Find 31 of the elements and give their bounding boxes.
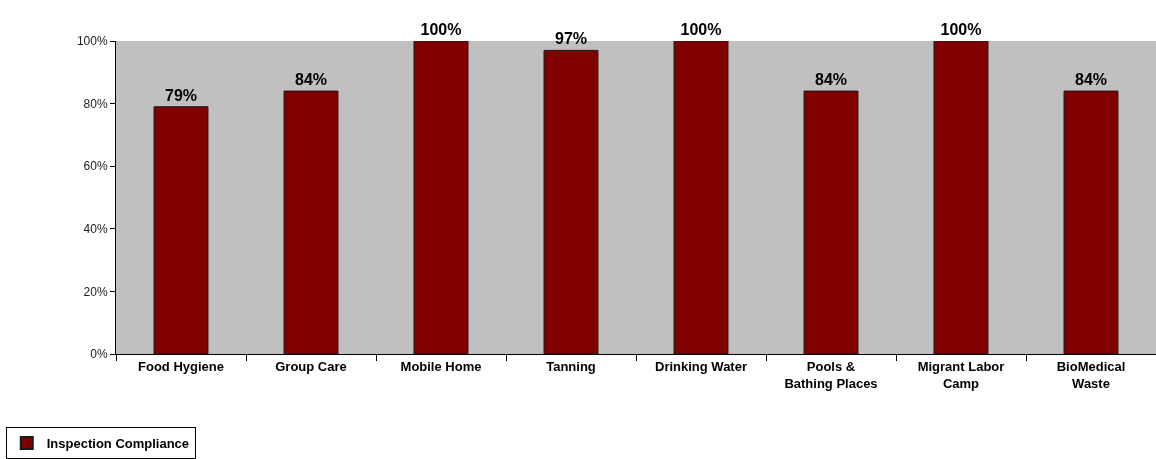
data-label: 79% <box>164 86 198 104</box>
bar <box>803 90 859 354</box>
x-tick-label: Food Hygiene <box>138 358 224 374</box>
x-tick-label: Migrant Labor Camp <box>917 358 1005 391</box>
bar <box>413 41 469 354</box>
legend-label: Inspection Compliance <box>46 436 190 452</box>
data-label: 97% <box>554 30 588 48</box>
x-tick-label: Tanning <box>546 358 596 374</box>
y-tick-label: 60% <box>83 159 108 174</box>
bar <box>153 106 209 354</box>
data-label: 100% <box>680 21 722 38</box>
x-tick-label: Group Care <box>275 358 347 374</box>
x-tick-label: BioMedical Waste <box>1056 358 1126 391</box>
x-tick-label: Pools & Bathing Places <box>784 358 878 391</box>
bar <box>283 90 339 354</box>
x-tick-label: Drinking Water <box>655 358 747 374</box>
bar <box>543 49 599 354</box>
y-tick-label: 80% <box>83 96 108 111</box>
data-label: 100% <box>940 21 982 38</box>
data-label: 84% <box>1074 71 1108 89</box>
y-tick-label: 100% <box>76 34 108 49</box>
data-label: 84% <box>814 71 848 89</box>
bar <box>933 41 989 354</box>
x-tick-label: Mobile Home <box>400 358 482 374</box>
data-label: 100% <box>420 21 462 38</box>
data-label: 84% <box>294 71 328 89</box>
y-tick-label: 40% <box>83 222 108 236</box>
y-tick-label: 20% <box>83 284 108 299</box>
y-tick-label: 0% <box>90 347 108 362</box>
bar <box>673 41 729 354</box>
bar <box>1063 90 1119 354</box>
